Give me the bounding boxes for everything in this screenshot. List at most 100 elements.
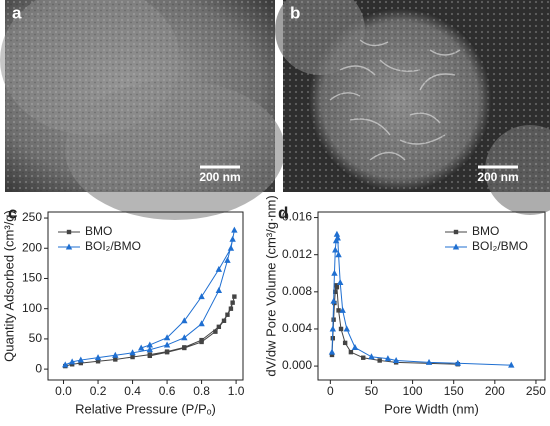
y-tick-label: 0.000 bbox=[282, 358, 312, 372]
marker bbox=[330, 297, 337, 304]
y-tick-label: 200 bbox=[22, 240, 42, 254]
marker bbox=[146, 346, 154, 353]
marker bbox=[229, 235, 236, 242]
marker bbox=[77, 356, 84, 363]
marker bbox=[335, 251, 342, 258]
scale-text: 200 nm bbox=[199, 170, 240, 184]
marker bbox=[181, 317, 188, 324]
marker bbox=[453, 229, 459, 235]
marker bbox=[332, 246, 339, 253]
marker bbox=[351, 344, 359, 351]
marker bbox=[112, 351, 119, 358]
x-tick-label: 0.2 bbox=[90, 384, 107, 398]
marker bbox=[329, 352, 335, 358]
panel-label: c bbox=[8, 203, 17, 222]
marker bbox=[62, 361, 69, 368]
marker bbox=[328, 348, 336, 355]
marker bbox=[213, 329, 218, 334]
marker bbox=[130, 354, 135, 360]
marker bbox=[182, 345, 187, 351]
marker bbox=[425, 358, 433, 365]
marker bbox=[343, 325, 350, 332]
y-axis-title: Quantity Adsorbed (cm³/g) bbox=[1, 210, 16, 362]
marker bbox=[94, 354, 102, 361]
x-axis-title: Pore Width (nm) bbox=[384, 401, 479, 416]
legend-label: BMO bbox=[85, 224, 112, 238]
y-tick-label: 50 bbox=[29, 331, 43, 345]
y-tick-label: 0.016 bbox=[282, 210, 312, 224]
marker bbox=[329, 325, 337, 332]
sem-image-b: b 200 nm bbox=[275, 0, 550, 215]
sem-image-a: a 200 nm bbox=[0, 0, 285, 220]
legend-label: BOI₂/BMO bbox=[85, 239, 141, 253]
marker bbox=[137, 344, 145, 351]
marker bbox=[331, 317, 336, 322]
series-line bbox=[331, 234, 512, 366]
y-tick-label: 150 bbox=[22, 271, 42, 285]
x-tick-label: 1.0 bbox=[228, 384, 245, 398]
marker bbox=[230, 300, 235, 305]
marker bbox=[198, 293, 205, 300]
x-tick-label: 150 bbox=[444, 384, 464, 398]
plot-frame bbox=[47, 211, 244, 381]
legend-label: BOI₂/BMO bbox=[472, 239, 528, 253]
panel-label: d bbox=[278, 203, 288, 222]
marker bbox=[216, 324, 222, 330]
marker bbox=[338, 326, 344, 332]
marker bbox=[228, 306, 234, 311]
marker bbox=[377, 358, 382, 363]
marker bbox=[336, 308, 341, 313]
y-tick-label: 0.012 bbox=[282, 247, 312, 261]
marker bbox=[348, 349, 354, 355]
marker bbox=[339, 306, 346, 313]
marker bbox=[232, 294, 237, 299]
marker bbox=[224, 256, 231, 263]
y-tick-label: 0 bbox=[35, 361, 42, 375]
marker bbox=[164, 350, 170, 355]
marker bbox=[66, 229, 72, 235]
scale-text: 200 nm bbox=[477, 170, 518, 184]
marker bbox=[95, 359, 101, 364]
marker bbox=[215, 287, 223, 294]
marker bbox=[333, 230, 341, 237]
marker bbox=[334, 284, 340, 290]
marker bbox=[221, 318, 227, 323]
marker bbox=[392, 357, 400, 364]
marker bbox=[334, 234, 341, 241]
plot-frame bbox=[317, 211, 546, 381]
marker bbox=[78, 360, 83, 366]
legend-label: BMO bbox=[472, 224, 499, 238]
marker bbox=[452, 243, 460, 250]
marker bbox=[508, 361, 515, 368]
y-axis-title: dV/dw Pore Volume (cm³/g·nm) bbox=[263, 195, 278, 376]
marker bbox=[333, 289, 338, 295]
marker bbox=[227, 244, 235, 251]
x-tick-label: 0.6 bbox=[159, 384, 176, 398]
marker bbox=[384, 355, 392, 362]
marker bbox=[163, 334, 171, 341]
x-tick-label: 0 bbox=[327, 384, 334, 398]
x-tick-label: 0.0 bbox=[55, 384, 72, 398]
x-tick-label: 100 bbox=[403, 384, 423, 398]
marker bbox=[215, 265, 223, 272]
marker bbox=[331, 269, 338, 276]
marker bbox=[337, 279, 344, 286]
x-tick-label: 200 bbox=[485, 384, 505, 398]
x-tick-label: 0.4 bbox=[124, 384, 141, 398]
image-label: b bbox=[290, 3, 300, 22]
marker bbox=[199, 339, 204, 345]
y-tick-label: 0.008 bbox=[282, 284, 312, 298]
x-tick-label: 0.8 bbox=[193, 384, 210, 398]
marker bbox=[181, 334, 188, 341]
x-tick-label: 250 bbox=[526, 384, 546, 398]
marker bbox=[225, 312, 230, 317]
marker bbox=[146, 341, 154, 348]
x-axis-title: Relative Pressure (P/Pₒ) bbox=[75, 401, 216, 416]
y-tick-label: 100 bbox=[22, 301, 42, 315]
marker bbox=[163, 341, 171, 348]
marker bbox=[129, 349, 136, 356]
image-label: a bbox=[12, 3, 22, 22]
marker bbox=[68, 358, 76, 365]
marker bbox=[198, 320, 205, 327]
